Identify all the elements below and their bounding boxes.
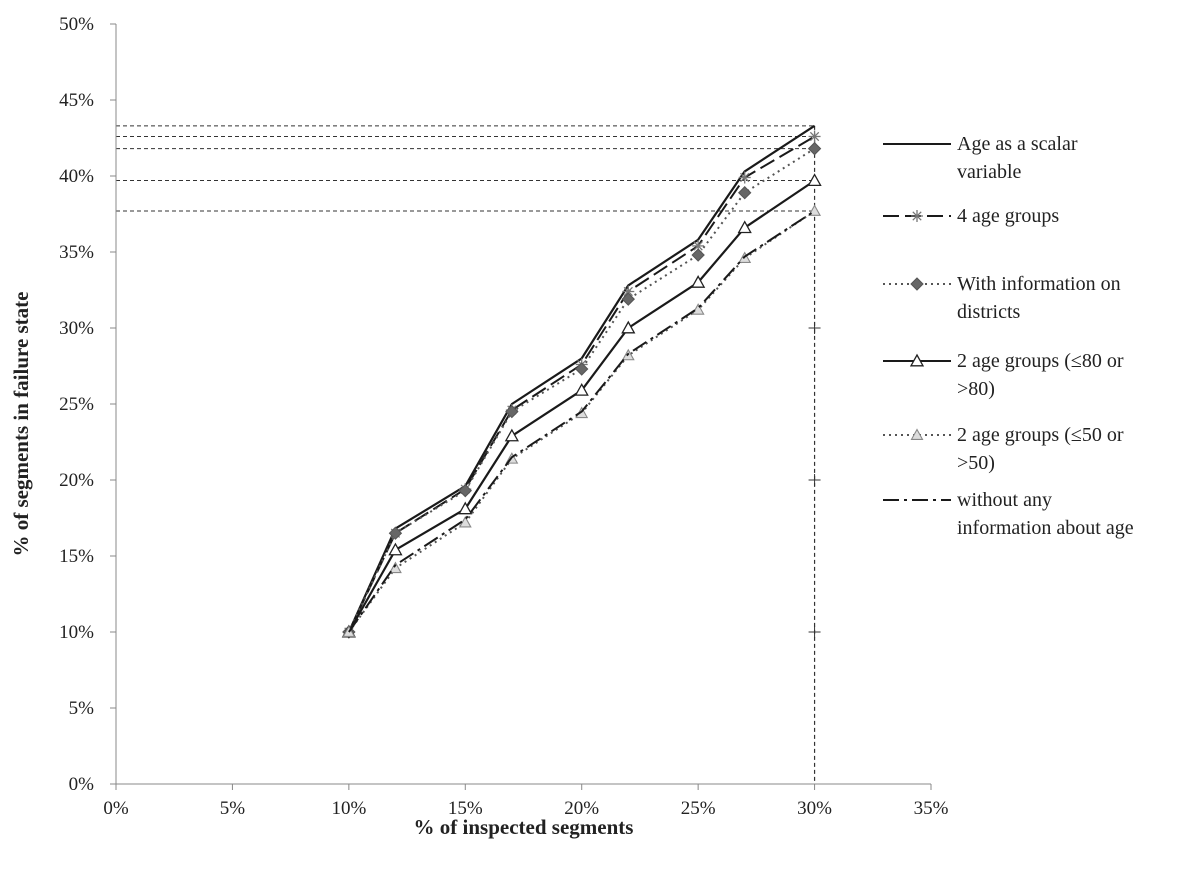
x-tick-label: 5% [220, 798, 246, 819]
y-tick-label: 25% [59, 394, 94, 415]
diamond-marker [505, 404, 519, 419]
legend-label: 2 age groups (≤50 or [957, 424, 1124, 446]
legend-item: Age as a scalar variable [883, 133, 1078, 183]
y-tick-label: 20% [59, 470, 94, 491]
legend-label: >80) [957, 378, 995, 400]
x-tick-label: 0% [103, 798, 129, 819]
series-line [348, 210, 816, 633]
legend-item: 2 age groups (≤50 or >50) [883, 424, 1124, 474]
diamond-marker [388, 526, 403, 540]
triangle-marker [504, 428, 519, 442]
x-tick-label: 20% [564, 798, 599, 819]
triangle-marker [458, 515, 472, 528]
diamond-marker [621, 292, 635, 306]
diamond-marker [458, 483, 472, 498]
series-5 [342, 204, 822, 637]
legend-item: 2 age groups (≤80 or >80) [883, 350, 1124, 400]
legend-label: without any [957, 489, 1052, 511]
legend: Age as a scalar variable 4 age groups With … [883, 133, 1134, 539]
series-line [348, 210, 816, 633]
diamond-marker [807, 141, 822, 156]
legend-label: 4 age groups [957, 205, 1059, 227]
legend-label: 2 age groups (≤80 or [957, 350, 1124, 372]
y-tick-label: 5% [69, 698, 95, 719]
series-4 [341, 173, 822, 638]
legend-item: without any information about age [883, 489, 1134, 539]
x-tick-label: 35% [914, 798, 949, 819]
series-line [347, 124, 816, 633]
triangle-marker [808, 204, 822, 216]
triangle-marker [737, 220, 752, 234]
reference-lines [116, 125, 821, 784]
x-axis-title: % of inspected segments [414, 815, 634, 839]
series-6 [348, 210, 816, 633]
tick-labels: 0% 5% 10% 15% 20% 25% 30% 35% 0% 5% 10% 15% 20% 25% 30… [59, 14, 948, 819]
x-tick-label: 30% [797, 798, 832, 819]
triangle-marker [909, 353, 925, 367]
axes [115, 24, 931, 785]
triangle-marker [807, 173, 822, 187]
legend-item: 4 age groups [883, 205, 1059, 227]
legend-item: With information on districts [883, 273, 1121, 323]
diamond-marker [738, 186, 752, 200]
series-line [347, 147, 816, 633]
y-tick-label: 50% [59, 14, 94, 35]
y-tick-label: 15% [59, 546, 94, 567]
legend-label: >50) [957, 452, 995, 474]
diamond-marker [691, 248, 705, 262]
triangle-marker [458, 501, 473, 515]
triangle-marker [574, 382, 589, 396]
series-group [341, 124, 822, 639]
y-tick-label: 30% [59, 318, 94, 339]
triangle-marker [691, 275, 706, 288]
series-1 [347, 124, 816, 633]
y-tick-label: 10% [59, 622, 94, 643]
triangle-marker [691, 303, 705, 315]
triangle-marker [910, 428, 924, 440]
y-tick-label: 0% [69, 774, 95, 795]
legend-label: With information on [957, 273, 1121, 295]
y-tick-label: 40% [59, 166, 94, 187]
y-tick-label: 45% [59, 90, 94, 111]
x-tick-label: 15% [448, 798, 483, 819]
diamond-marker [575, 362, 589, 376]
legend-label: information about age [957, 517, 1134, 539]
y-axis-title: % of segments in failure state [9, 292, 33, 557]
y-tick-label: 35% [59, 242, 94, 263]
legend-label: variable [957, 161, 1022, 183]
series-line [347, 179, 816, 633]
triangle-marker [388, 542, 403, 556]
diamond-marker [910, 277, 924, 291]
x-tick-label: 10% [331, 798, 366, 819]
triangle-marker [621, 320, 636, 334]
legend-label: Age as a scalar [957, 133, 1078, 155]
x-tick-label: 25% [681, 798, 716, 819]
triangle-marker [388, 561, 402, 574]
legend-label: districts [957, 301, 1021, 323]
